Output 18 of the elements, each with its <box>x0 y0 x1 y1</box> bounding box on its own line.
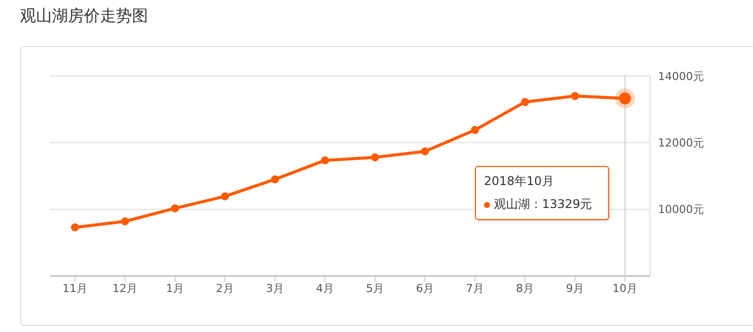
x-tick-label: 4月 <box>316 282 334 295</box>
chart-title: 观山湖房价走势图 <box>20 6 148 27</box>
y-tick-label: 10000元 <box>658 203 704 216</box>
x-tick-label: 3月 <box>266 282 284 295</box>
x-tick-label: 6月 <box>416 282 434 295</box>
y-tick-label: 12000元 <box>658 136 704 150</box>
y-tick-label: 14000元 <box>658 70 704 83</box>
x-tick-label: 2月 <box>216 282 234 295</box>
x-tick-label: 12月 <box>112 282 138 295</box>
x-tick-label: 7月 <box>466 282 484 295</box>
x-tick-label: 10月 <box>612 282 638 295</box>
annotation: 观山湖：13329元 <box>494 197 592 212</box>
annotation: 2018年10月 <box>484 173 555 190</box>
x-tick-label: 11月 <box>62 282 88 295</box>
x-tick-label: 8月 <box>516 282 534 295</box>
x-tick-label: 1月 <box>166 282 184 295</box>
x-tick-label: 9月 <box>566 282 584 295</box>
x-tick-label: 5月 <box>366 282 384 295</box>
